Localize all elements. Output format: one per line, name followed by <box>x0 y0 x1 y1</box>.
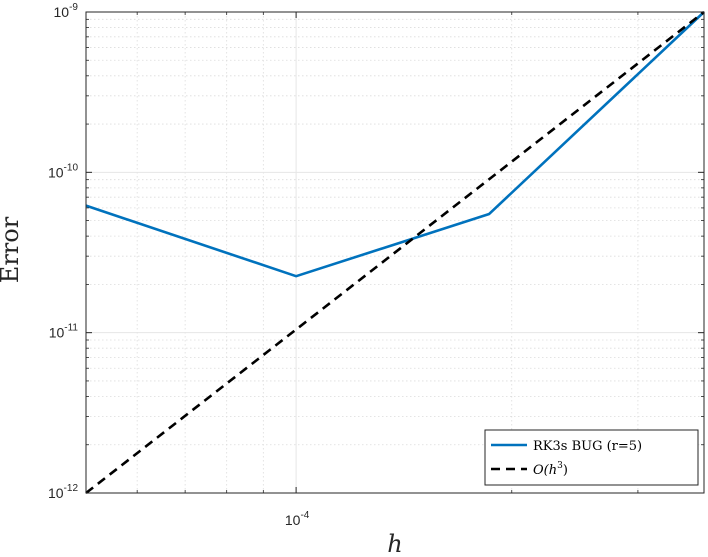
x-tick-labels: 10-4 <box>285 510 310 528</box>
legend-box <box>484 429 699 486</box>
y-tick-label: 10-10 <box>48 162 78 180</box>
y-tick-label: 10-11 <box>49 323 79 341</box>
tick-marks <box>86 11 704 494</box>
x-tick-base: 10 <box>285 512 301 528</box>
legend: RK3s BUG (r=5) O(h3) <box>484 429 699 486</box>
legend-label-0: RK3s BUG (r=5) <box>533 439 642 454</box>
legend-label-1: O(h3) <box>533 461 568 478</box>
y-tick-exponent: -9 <box>69 2 78 13</box>
x-tick-label: 10-4 <box>285 510 310 528</box>
y-tick-base: 10 <box>48 164 64 180</box>
y-tick-base: 10 <box>48 485 64 501</box>
y-tick-label: 10-9 <box>54 2 79 20</box>
y-tick-exponent: -12 <box>64 483 79 494</box>
x-axis-label: h <box>387 530 402 557</box>
x-tick-exponent: -4 <box>300 510 309 521</box>
y-axis-label: Error <box>0 216 24 283</box>
plot-frame <box>85 11 705 494</box>
series-line-1 <box>85 10 705 495</box>
y-tick-base: 10 <box>54 4 70 20</box>
y-tick-exponent: -10 <box>64 162 79 173</box>
y-tick-base: 10 <box>49 325 65 341</box>
y-tick-label: 10-12 <box>48 483 78 501</box>
y-tick-exponent: -11 <box>64 323 78 334</box>
series-layer <box>85 10 705 495</box>
series-line-0 <box>85 11 705 278</box>
